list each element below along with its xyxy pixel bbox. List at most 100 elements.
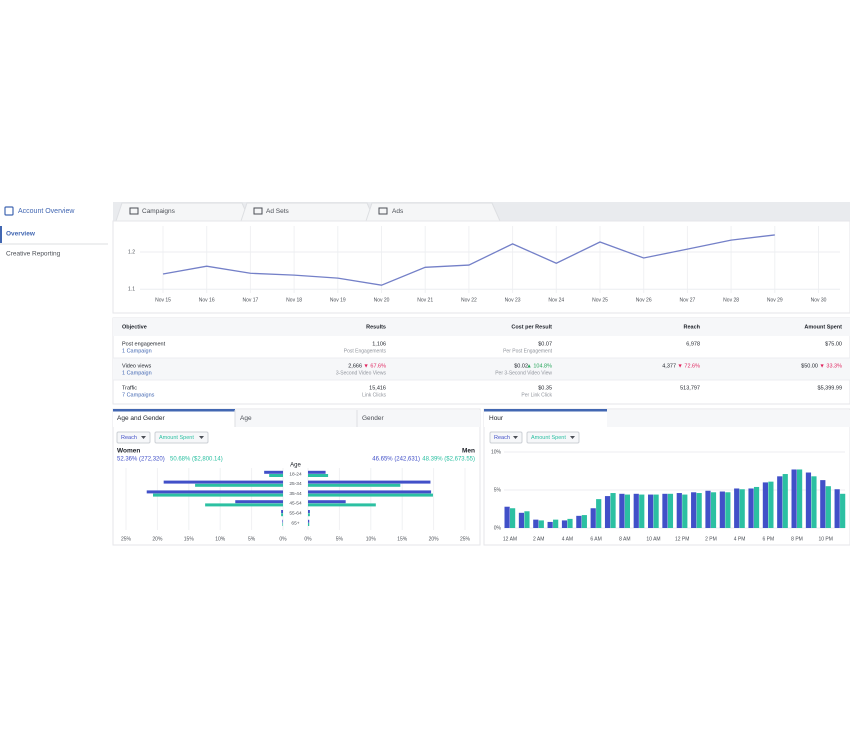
dropdown-label[interactable]: Amount Spent xyxy=(159,435,194,441)
dropdown-label[interactable]: Reach xyxy=(494,435,510,441)
sidebar-title: Account Overview xyxy=(18,208,75,215)
y-tick-label: 0% xyxy=(494,525,502,531)
panel-tab[interactable]: Gender xyxy=(362,415,385,422)
gender-label: Women xyxy=(117,448,140,455)
column-header: Objective xyxy=(122,324,147,330)
bar xyxy=(791,469,797,528)
column-header: Results xyxy=(366,324,386,330)
dropdown-label[interactable]: Amount Spent xyxy=(531,435,566,441)
tab-label[interactable]: Campaigns xyxy=(142,208,176,215)
bar xyxy=(524,511,530,528)
x-tick-label: 6 PM xyxy=(762,536,774,542)
change: ▼ 72.6% xyxy=(677,363,700,369)
campaign-link[interactable]: 7 Campaigns xyxy=(122,392,155,398)
y-tick-label: 10% xyxy=(491,449,502,455)
bar xyxy=(576,515,582,528)
active-tab[interactable] xyxy=(113,410,235,427)
bar xyxy=(510,508,516,528)
age-label: 35-44 xyxy=(289,491,302,497)
cell-note: 3-Second Video Views xyxy=(336,370,387,376)
bar xyxy=(308,519,310,523)
bar xyxy=(762,482,768,528)
bar xyxy=(308,500,346,504)
bar xyxy=(538,520,544,528)
x-tick-label: 10 AM xyxy=(646,536,660,542)
cell: 15,416 xyxy=(369,385,386,391)
sidebar-item[interactable]: Overview xyxy=(6,231,36,238)
y-tick-label: 1.1 xyxy=(128,287,135,293)
bar xyxy=(308,483,401,487)
dropdown-label[interactable]: Reach xyxy=(121,435,137,441)
x-tick-label: 12 PM xyxy=(675,536,689,542)
change: ▼ 33.3% xyxy=(819,363,842,369)
y-tick-label: 5% xyxy=(494,487,502,493)
objective: Video views xyxy=(122,363,151,369)
x-tick-label: 2 AM xyxy=(533,536,544,542)
bar xyxy=(662,493,668,528)
cell-note: Post Engagements xyxy=(344,348,387,354)
bar xyxy=(682,494,688,528)
change: ▼ 67.6% xyxy=(363,363,386,369)
age-label: 18-24 xyxy=(289,471,302,477)
sidebar-item[interactable]: Creative Reporting xyxy=(6,251,61,258)
bar xyxy=(282,519,283,523)
cell: $75.00 xyxy=(825,341,842,347)
bar xyxy=(604,496,611,528)
cell-note: Per 3-Second Video View xyxy=(495,370,552,376)
cell: 6,978 xyxy=(686,341,700,347)
cell: 4,377 xyxy=(662,363,676,369)
x-tick-label: Nov 26 xyxy=(636,297,652,303)
bar xyxy=(308,480,431,484)
bar xyxy=(235,500,283,504)
x-tick-label: 25% xyxy=(121,536,132,542)
bar xyxy=(834,489,840,528)
panel-tab[interactable]: Age and Gender xyxy=(117,415,166,422)
campaign-link[interactable]: 1 Campaign xyxy=(122,348,152,354)
x-tick-label: Nov 15 xyxy=(155,297,171,303)
gender-label: Men xyxy=(462,448,475,455)
tab[interactable] xyxy=(365,202,501,222)
dropdown[interactable] xyxy=(526,431,580,444)
x-tick-label: 25% xyxy=(460,536,471,542)
line xyxy=(162,234,775,286)
bar xyxy=(820,480,826,528)
x-tick-label: 6 AM xyxy=(590,536,601,542)
bar xyxy=(205,503,283,507)
caret xyxy=(141,436,146,439)
bar xyxy=(710,492,717,528)
x-tick-label: 4 PM xyxy=(734,536,746,542)
axis-title: Age xyxy=(290,463,301,469)
tab[interactable] xyxy=(115,202,251,222)
y-tick-label: 1.2 xyxy=(128,249,135,255)
x-tick-label: 15% xyxy=(397,536,408,542)
bar xyxy=(567,518,573,528)
bar xyxy=(553,519,559,528)
panel-tab[interactable]: Age xyxy=(240,415,252,422)
bar xyxy=(308,513,310,517)
active-tab[interactable] xyxy=(484,410,607,427)
cell-note: Per Link Click xyxy=(521,392,552,398)
dropdown[interactable] xyxy=(116,431,151,444)
objective: Post engagement xyxy=(122,341,166,347)
dropdown[interactable] xyxy=(154,431,209,444)
tab-label[interactable]: Ad Sets xyxy=(266,208,290,215)
tab[interactable] xyxy=(240,202,376,222)
dropdown[interactable] xyxy=(489,431,523,444)
panel-tab[interactable]: Hour xyxy=(489,415,504,422)
campaign-link[interactable]: 1 Campaign xyxy=(122,370,152,376)
bar xyxy=(753,486,760,528)
x-tick-label: Nov 30 xyxy=(811,297,827,303)
x-tick-label: 2 PM xyxy=(705,536,717,542)
x-tick-label: Nov 27 xyxy=(679,297,695,303)
bar xyxy=(581,515,587,528)
tab-icon xyxy=(378,207,388,215)
cell: 1,106 xyxy=(372,341,386,347)
bar xyxy=(653,494,659,528)
bar xyxy=(619,493,625,528)
x-tick-label: Nov 24 xyxy=(548,297,564,303)
tab-label[interactable]: Ads xyxy=(392,208,404,215)
column-header: Reach xyxy=(683,324,700,330)
x-tick-label: Nov 21 xyxy=(417,297,433,303)
bar xyxy=(676,493,682,528)
active-tab-bar xyxy=(113,409,235,412)
